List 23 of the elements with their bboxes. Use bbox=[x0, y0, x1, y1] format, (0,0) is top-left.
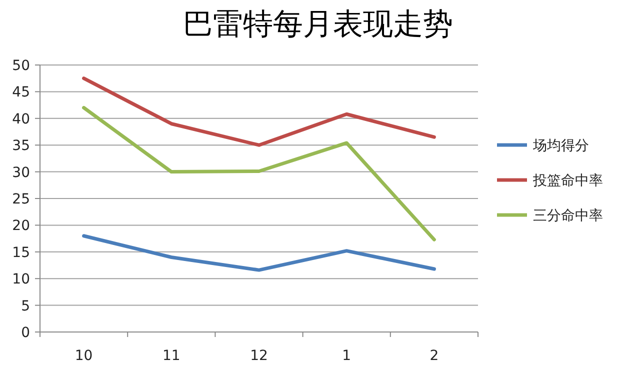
y-tick-label: 50 bbox=[12, 58, 30, 74]
x-tick-label: 12 bbox=[250, 348, 268, 364]
line-series bbox=[82, 106, 436, 242]
y-tick-label: 30 bbox=[12, 164, 30, 181]
y-tick-label: 45 bbox=[12, 84, 30, 101]
y-tick-label: 0 bbox=[21, 325, 30, 341]
y-tick-label: 25 bbox=[12, 192, 30, 208]
legend-label: 三分命中率 bbox=[533, 208, 603, 224]
y-tick-label: 15 bbox=[12, 244, 30, 261]
chart-title: 巴雷特每月表现走势 bbox=[183, 7, 453, 42]
legend-label: 投篮命中率 bbox=[532, 173, 603, 189]
x-tick-label: 1 bbox=[342, 348, 352, 364]
y-tick-label: 5 bbox=[21, 298, 30, 314]
legend-label: 场均得分 bbox=[532, 138, 589, 154]
y-tick-label: 35 bbox=[12, 138, 30, 154]
y-tick-label: 20 bbox=[12, 218, 30, 234]
line-series bbox=[82, 76, 436, 147]
x-tick-label: 11 bbox=[162, 348, 180, 364]
x-tick-label: 2 bbox=[430, 348, 439, 364]
y-tick-label: 10 bbox=[12, 272, 30, 288]
line-series bbox=[82, 234, 436, 272]
y-tick-label: 40 bbox=[12, 111, 30, 128]
x-tick-label: 10 bbox=[74, 348, 93, 364]
